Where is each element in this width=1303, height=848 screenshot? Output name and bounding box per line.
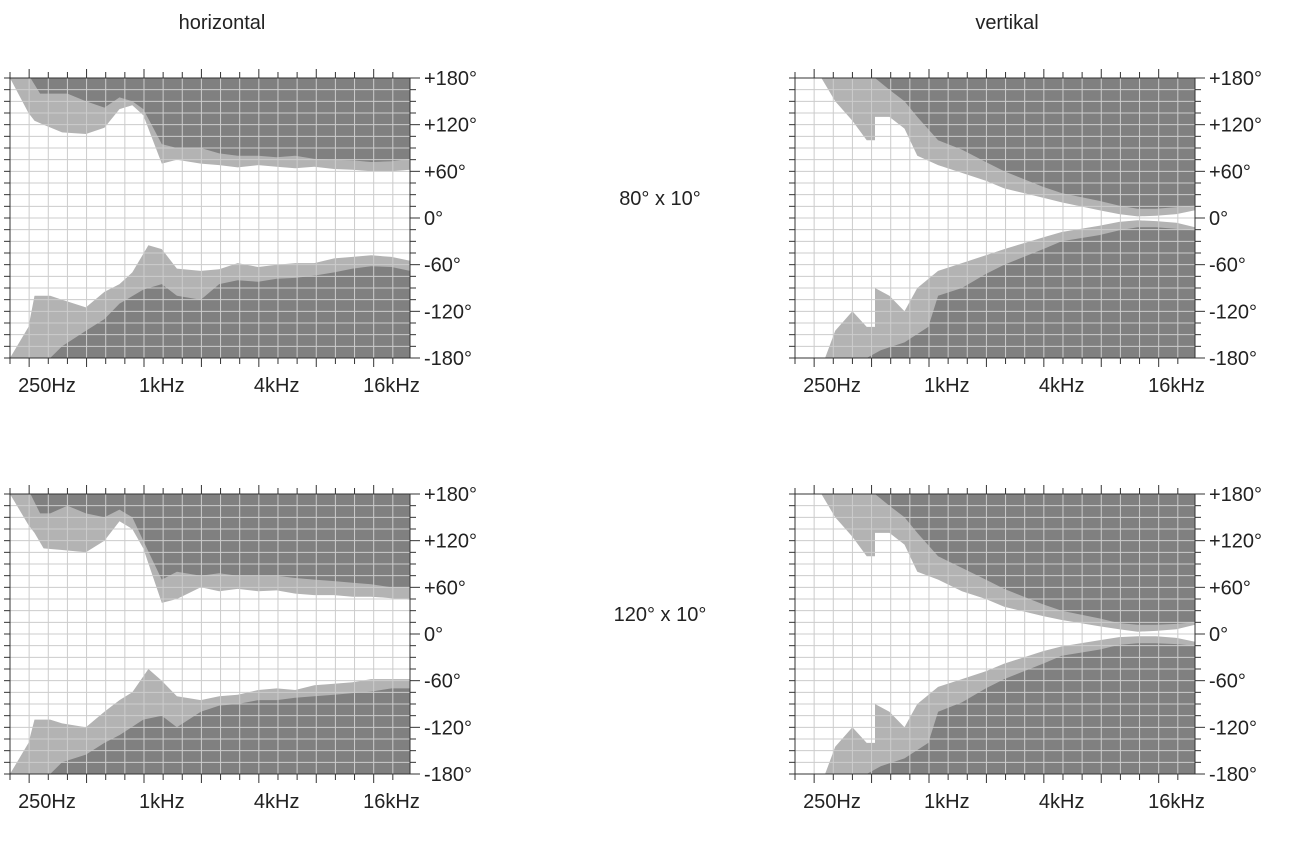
column-title-vertical: vertikal — [975, 12, 1039, 34]
y-tick-label: +180° — [424, 484, 477, 506]
x-tick-label: 250Hz — [18, 375, 76, 397]
x-tick-label: 16kHz — [1148, 375, 1205, 397]
x-tick-label: 16kHz — [363, 375, 420, 397]
x-tick-label: 1kHz — [139, 375, 185, 397]
x-tick-label: 4kHz — [1039, 791, 1085, 813]
y-tick-label: +120° — [424, 115, 477, 137]
y-tick-label: +180° — [424, 68, 477, 90]
y-tick-label: 0° — [1209, 624, 1228, 646]
row-label-120x10: 120° x 10° — [613, 604, 707, 626]
x-tick-label: 16kHz — [1148, 791, 1205, 813]
y-tick-label: -60° — [424, 255, 461, 277]
y-tick-label: +120° — [1209, 115, 1262, 137]
plot-vertical-80x10: +180° +120° +60° 0° -60° -120° -180° 250Hz 1kHz 4… — [789, 68, 1262, 432]
y-tick-label: 0° — [1209, 208, 1228, 230]
x-tick-label: 250Hz — [803, 375, 861, 397]
y-tick-label: +180° — [1209, 484, 1262, 506]
y-tick-label: 0° — [424, 208, 443, 230]
region-lower-dark — [866, 643, 1195, 774]
polar-map-vertical-120x10: +180° +120° +60° 0° -60° -120° -180° 250Hz 1kHz 4… — [789, 484, 1262, 813]
y-tick-label: -180° — [1209, 348, 1257, 370]
y-tick-label: -120° — [424, 717, 472, 739]
x-tick-label: 1kHz — [924, 375, 970, 397]
x-tick-label: 4kHz — [254, 375, 300, 397]
x-tick-label: 250Hz — [18, 791, 76, 813]
region-upper-dark — [875, 494, 1195, 625]
y-tick-label: +60° — [1209, 577, 1251, 599]
polar-map-horizontal-120x10: +180° +120° +60° 0° -60° -120° -180° 250Hz 1kHz 4… — [4, 484, 477, 813]
y-tick-label: -120° — [1209, 717, 1257, 739]
x-tick-label: 4kHz — [1039, 375, 1085, 397]
column-title-horizontal: horizontal — [178, 12, 266, 34]
plot-vertical-120x10: +180° +120° +60° 0° -60° -120° -180° 250Hz 1kHz 4… — [789, 484, 1262, 848]
x-tick-label: 4kHz — [254, 791, 300, 813]
y-tick-label: +60° — [424, 577, 466, 599]
x-tick-label: 250Hz — [803, 791, 861, 813]
y-tick-label: -180° — [424, 348, 472, 370]
x-tick-label: 1kHz — [139, 791, 185, 813]
region-lower-dark — [866, 227, 1195, 358]
y-tick-label: +120° — [1209, 531, 1262, 553]
y-tick-label: +60° — [1209, 161, 1251, 183]
polar-map-vertical-80x10: +180° +120° +60° 0° -60° -120° -180° 250Hz 1kHz 4… — [789, 68, 1262, 397]
x-tick-label: 16kHz — [363, 791, 420, 813]
region-lower-dark — [50, 688, 410, 774]
y-tick-label: -180° — [424, 764, 472, 786]
plot-horizontal-120x10: +180° +120° +60° 0° -60° -120° -180° 250Hz 1kHz 4… — [4, 484, 477, 848]
y-tick-label: -60° — [424, 671, 461, 693]
polar-map-horizontal-80x10: +180° +120° +60° 0° -60° -120° -180° 250Hz 1kHz 4… — [4, 68, 477, 397]
x-tick-label: 1kHz — [924, 791, 970, 813]
row-label-80x10: 80° x 10° — [619, 188, 701, 210]
plot-horizontal-80x10: +180° +120° +60° 0° -60° -120° -180° 250Hz 1kHz 4… — [4, 68, 477, 432]
y-tick-label: -180° — [1209, 764, 1257, 786]
y-tick-label: -60° — [1209, 671, 1246, 693]
y-tick-label: +180° — [1209, 68, 1262, 90]
y-tick-label: -60° — [1209, 255, 1246, 277]
y-tick-label: -120° — [424, 301, 472, 323]
y-tick-label: -120° — [1209, 301, 1257, 323]
y-tick-label: 0° — [424, 624, 443, 646]
y-tick-label: +60° — [424, 161, 466, 183]
region-upper-dark — [875, 78, 1195, 209]
y-tick-label: +120° — [424, 531, 477, 553]
